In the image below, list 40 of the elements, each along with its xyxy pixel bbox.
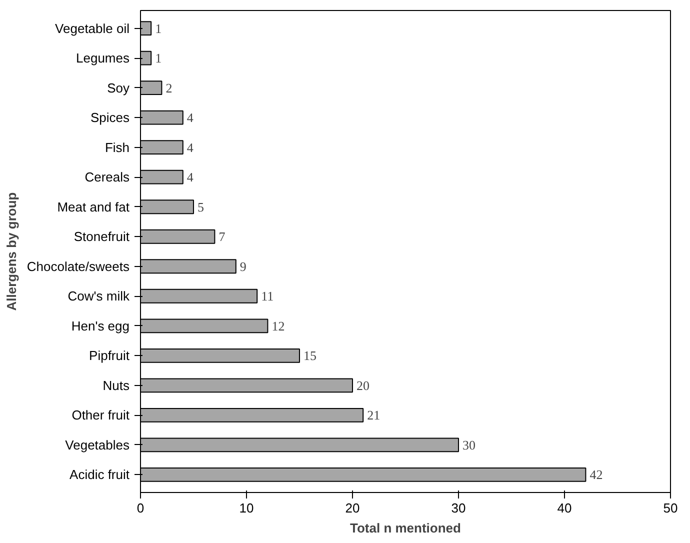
x-tick-label: 50 [663, 500, 678, 516]
data-label: 1 [155, 50, 162, 66]
x-tick-label: 10 [239, 500, 254, 516]
data-label: 7 [218, 229, 226, 244]
y-tick-label: Nuts [102, 378, 130, 393]
y-tick-label: Vegetable oil [55, 20, 130, 36]
y-tick-label: Chocolate/sweets [26, 258, 130, 274]
y-tick-label: Pipfruit [89, 348, 130, 364]
y-tick-label: Legumes [76, 50, 130, 66]
x-tick-label: 0 [136, 500, 144, 516]
data-label: 4 [186, 110, 194, 126]
data-label: 1 [155, 20, 162, 36]
y-axis-title: Allergens by group [4, 192, 19, 311]
data-label: 42 [590, 467, 603, 482]
data-label: 12 [272, 318, 285, 334]
y-tick-label: Fish [104, 140, 130, 155]
data-label: 4 [186, 170, 194, 185]
data-label: 21 [367, 408, 380, 423]
data-label: 9 [240, 258, 246, 274]
y-tick-label: Cereals [84, 170, 130, 185]
y-tick-label: Other fruit [72, 408, 130, 423]
y-tick-label: Acidic fruit [70, 467, 130, 482]
data-label: 5 [198, 199, 204, 214]
x-tick-label: 20 [345, 500, 360, 516]
data-label: 30 [462, 437, 476, 452]
data-label: 11 [261, 288, 274, 304]
y-tick-label: Cow's milk [68, 288, 130, 304]
y-tick-label: Vegetables [65, 437, 130, 452]
x-tick-label: 30 [451, 500, 466, 516]
y-tick-label: Hen's egg [71, 318, 130, 334]
data-label: 2 [166, 80, 172, 96]
y-tick-label: Stonefruit [74, 229, 130, 244]
data-label: 15 [304, 348, 316, 364]
y-tick-label: Soy [107, 80, 130, 96]
y-tick-label: Spices [90, 110, 130, 126]
data-label: 4 [186, 140, 194, 155]
x-axis-title: Total n mentioned [350, 520, 462, 536]
data-label: 20 [356, 378, 370, 393]
x-tick-label: 40 [557, 500, 572, 516]
y-tick-label: Meat and fat [57, 199, 130, 214]
